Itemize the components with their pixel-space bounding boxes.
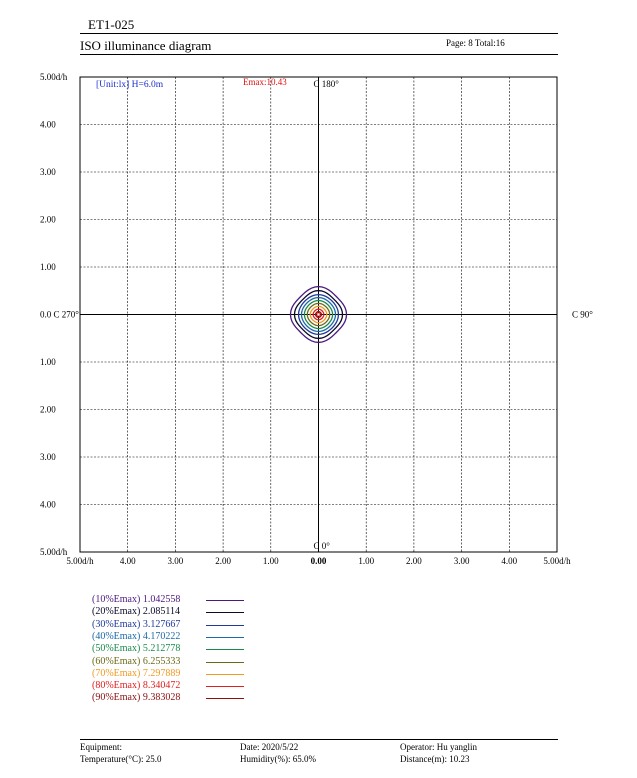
legend-label: (40%Emax) 4.170222	[92, 630, 181, 642]
contour-line	[303, 299, 334, 330]
y-tick-label: 0.0 C 270°	[40, 310, 79, 320]
x-tick-label: 2.00	[406, 556, 422, 566]
legend-label: (30%Emax) 3.127667	[92, 618, 181, 630]
legend-swatch	[206, 612, 244, 614]
footer-date: Date: 2020/5/22	[240, 742, 299, 752]
iso-illuminance-chart: 5.00d/h 4.00 3.00 2.00 1.00 0.0 C 270° 1.00 2.0…	[40, 72, 593, 566]
legend-swatch	[206, 649, 244, 651]
footer-operator: Operator: Hu yanglin	[400, 742, 477, 752]
document-title: ISO illuminance diagram	[80, 38, 212, 53]
legend-label: (20%Emax) 2.085114	[92, 606, 180, 618]
legend-label: (70%Emax) 7.297889	[92, 667, 181, 679]
page-info: Page: 8 Total:16	[446, 38, 505, 48]
x-tick-label: 3.00	[454, 556, 470, 566]
legend-label: (60%Emax) 6.255333	[92, 655, 181, 667]
footer-rule	[80, 739, 558, 740]
emax-point	[316, 312, 321, 317]
y-tick-label: 1.00	[40, 262, 56, 272]
x-tick-label: 5.00d/h	[543, 556, 571, 566]
contour-line	[293, 289, 344, 340]
y-tick-label: 1.00	[40, 357, 56, 367]
contour-line	[306, 302, 331, 327]
y-tick-label: 2.00	[40, 215, 56, 225]
y-tick-label: 4.00	[40, 500, 56, 510]
legend-swatch	[206, 600, 244, 601]
axis-label-right: C 90°	[572, 310, 593, 320]
footer-distance: Distance(m): 10.23	[400, 754, 470, 764]
header-rule-bottom	[80, 54, 558, 55]
document-id: ET1-025	[88, 17, 135, 32]
legend-swatch	[206, 686, 244, 688]
x-tick-label: 4.00	[501, 556, 517, 566]
y-tick-label: 5.00d/h	[40, 547, 68, 557]
x-tick-label: 1.00	[263, 556, 279, 566]
legend-label: (10%Emax) 1.042558	[92, 594, 181, 605]
contour-line	[300, 296, 337, 333]
x-tick-label: 3.00	[168, 556, 184, 566]
legend-swatch	[206, 624, 244, 626]
x-tick-label: 0.00	[311, 556, 327, 566]
x-tick-label: 5.00d/h	[66, 556, 94, 566]
contour-line	[289, 285, 348, 344]
y-tick-label: 2.00	[40, 405, 56, 415]
footer-equipment: Equipment:	[80, 742, 122, 752]
x-tick-label: 2.00	[215, 556, 231, 566]
header-rule-top	[80, 33, 558, 34]
emax-label: Emax:10.43	[243, 77, 287, 87]
y-tick-label: 4.00	[40, 120, 56, 130]
x-tick-label: 4.00	[120, 556, 136, 566]
legend-swatch	[206, 636, 244, 638]
contour-line	[314, 310, 323, 319]
footer-temperature: Temperature(°C): 25.0	[80, 754, 162, 764]
y-tick-label: 3.00	[40, 452, 56, 462]
axis-label-bottom: C 0°	[314, 541, 331, 551]
legend-label: (80%Emax) 8.340472	[92, 680, 181, 692]
unit-label: [Unit:lx] H=6.0m	[96, 80, 164, 90]
legend-swatch	[206, 673, 244, 675]
contour-line	[312, 308, 325, 321]
footer-humidity: Humidity(%): 65.0%	[240, 754, 316, 764]
legend-label: (50%Emax) 5.212778	[92, 643, 181, 655]
contour-line	[309, 305, 328, 324]
x-tick-label: 1.00	[358, 556, 374, 566]
y-tick-label: 3.00	[40, 167, 56, 177]
axis-label-top: C 180°	[314, 79, 340, 89]
y-tick-label: 5.00d/h	[40, 72, 68, 82]
contour-line	[297, 293, 340, 336]
legend-label: (90%Emax) 9.383028	[92, 692, 181, 704]
legend-swatch	[206, 661, 244, 663]
legend-swatch	[206, 698, 244, 700]
